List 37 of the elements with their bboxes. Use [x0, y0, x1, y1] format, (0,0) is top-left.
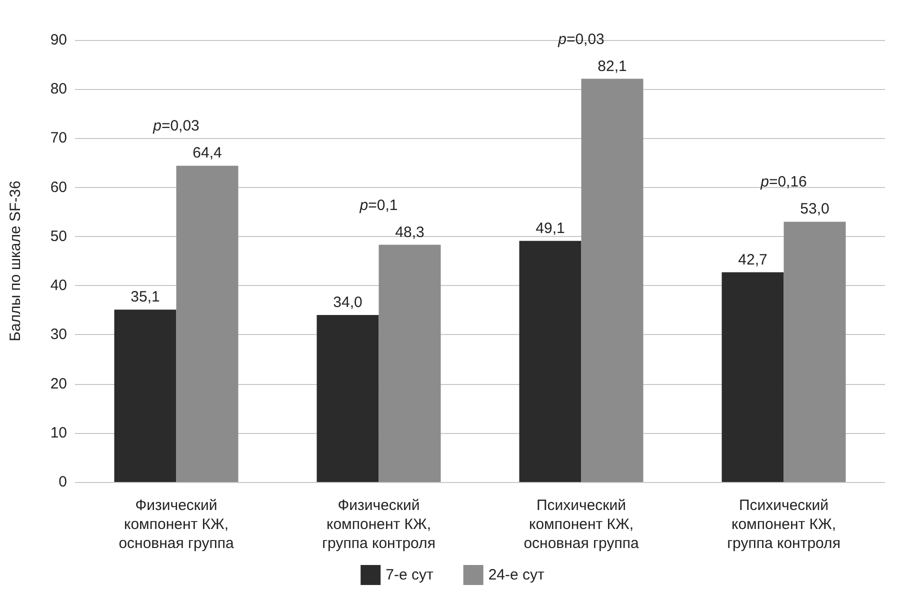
legend-label: 24-е сут [488, 566, 545, 584]
y-tick-label: 50 [50, 228, 67, 245]
bar [581, 78, 644, 482]
data-label: 53,0 [800, 200, 830, 218]
bar [519, 240, 582, 482]
x-tick-label: Физический компонент КЖ, группа контроля [322, 497, 436, 552]
x-tick-label: Психический компонент КЖ, группа контроля [727, 497, 840, 552]
data-label: 35,1 [130, 288, 160, 306]
y-tick-label: 0 [58, 474, 67, 490]
data-label: 64,4 [192, 144, 222, 162]
x-tick-label: Психический компонент КЖ, основная группа [524, 497, 640, 552]
y-tick-label: 60 [50, 178, 67, 196]
y-tick-label: 30 [50, 326, 67, 344]
annotation: p=0,03 [557, 30, 604, 48]
y-tick-label: 80 [50, 80, 67, 98]
y-tick-label: 20 [50, 375, 67, 392]
bar [114, 310, 176, 482]
bar [784, 222, 846, 482]
y-tick-label: 10 [50, 424, 67, 442]
x-tick-label: Физический компонент КЖ, основная группа [118, 497, 234, 552]
bar [176, 166, 238, 482]
legend-label: 7-е сут [386, 566, 434, 584]
y-tick-label: 70 [50, 130, 67, 147]
data-label: 42,7 [738, 251, 768, 268]
y-tick-label: 40 [50, 277, 67, 294]
bar [378, 244, 441, 482]
bar [722, 272, 784, 482]
annotation: p=0,03 [152, 118, 200, 135]
y-tick-label: 90 [50, 32, 67, 48]
y-axis-title: Баллы по шкале SF-36 [7, 180, 24, 342]
data-label: 82,1 [598, 58, 627, 75]
data-label: 34,0 [333, 294, 362, 312]
annotation: p=0,16 [760, 174, 807, 191]
bar [316, 315, 379, 482]
data-label: 48,3 [395, 224, 424, 241]
data-label: 49,1 [536, 220, 565, 237]
annotation: p=0,1 [358, 196, 398, 214]
